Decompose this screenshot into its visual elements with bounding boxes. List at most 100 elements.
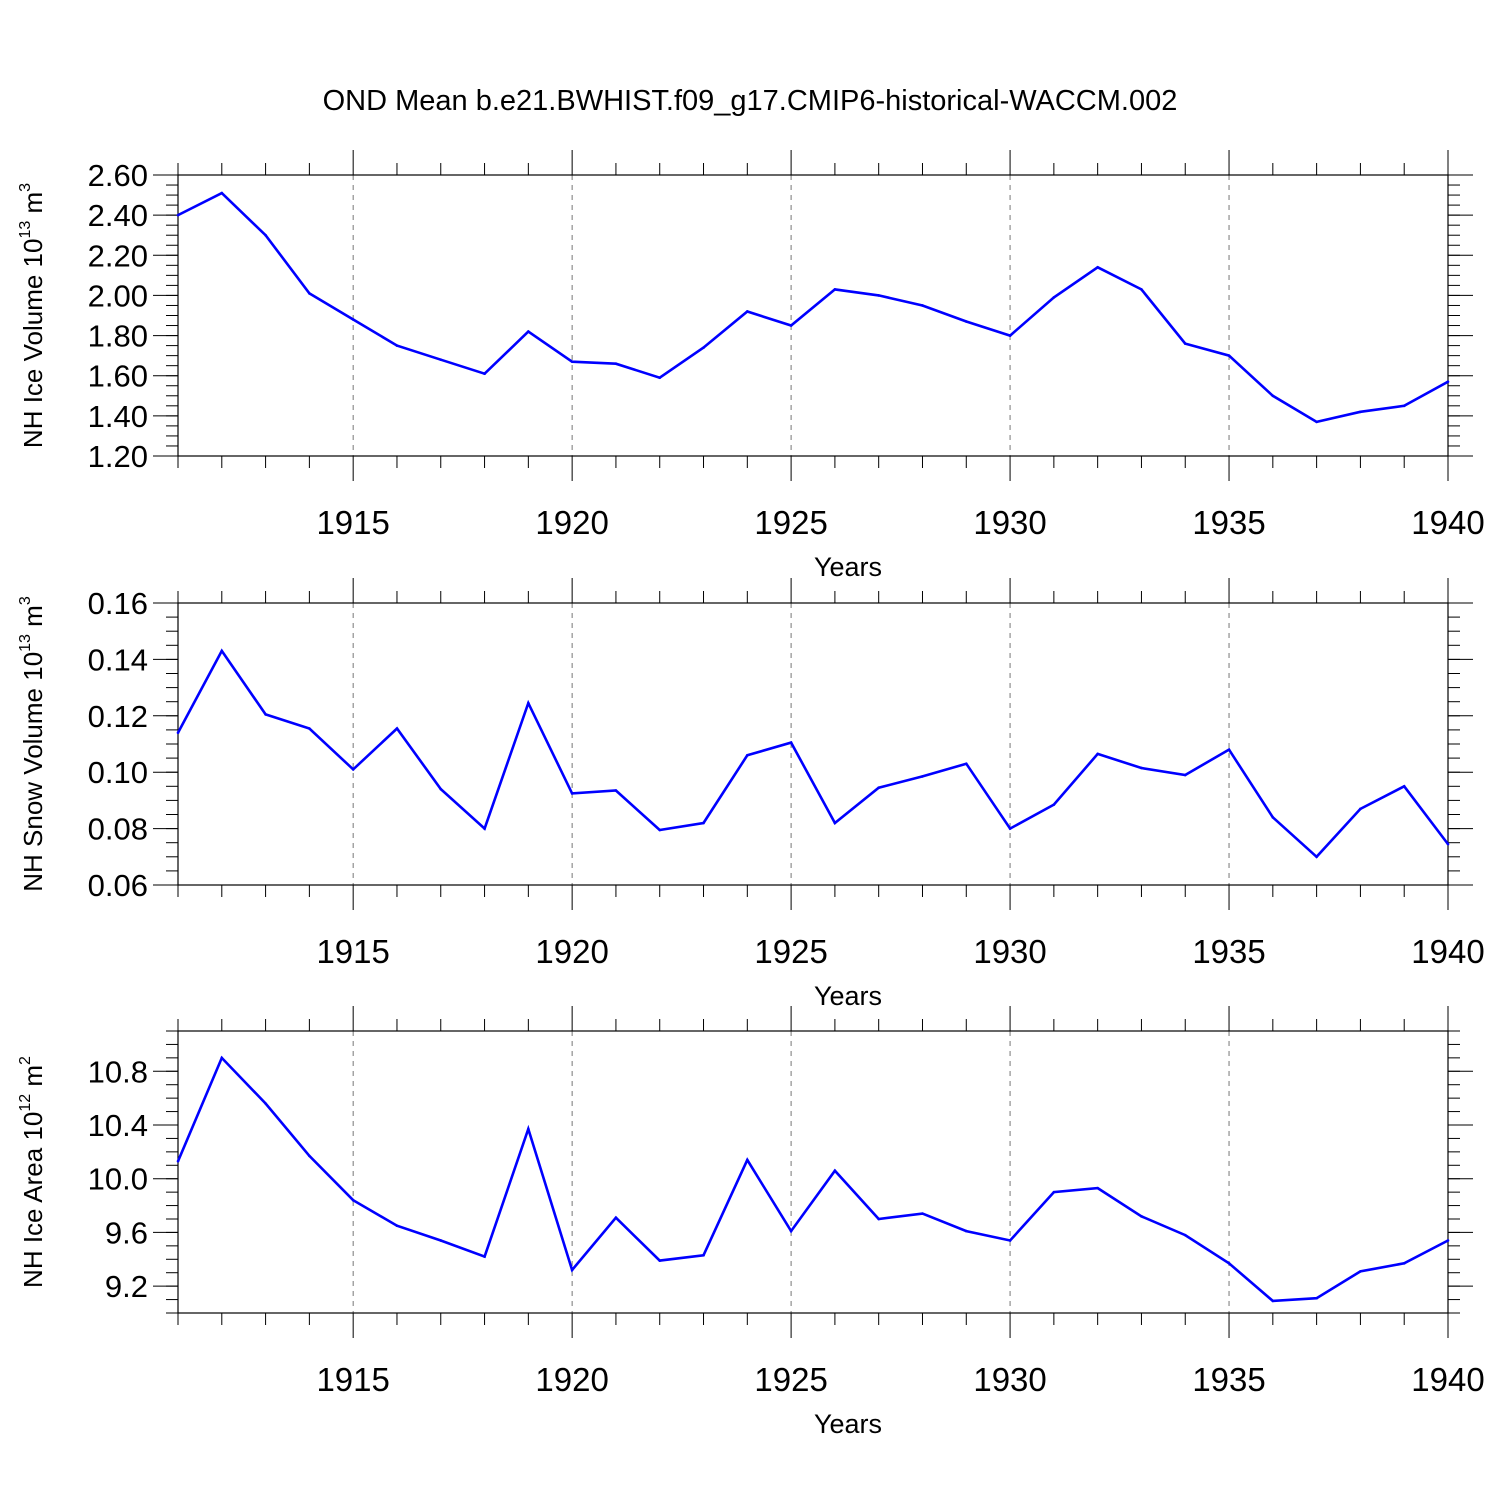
ice-volume-data-point-1932 xyxy=(1096,266,1099,269)
ice-volume-data-point-1940 xyxy=(1446,380,1450,384)
ice-volume-data-point-1922 xyxy=(658,376,662,380)
ice-volume-data-point-1928 xyxy=(921,304,924,307)
ice-volume-panel: 1915 1920 1925 1930 1935 1940 Years 1.20 1.40 1.6… xyxy=(17,150,1485,582)
ice-area-data-point-1921 xyxy=(614,1216,618,1219)
ice-volume-data-point-1915 xyxy=(351,318,355,321)
ice-area-data-point-1923 xyxy=(702,1253,705,1257)
ice-volume-xtick-label-3: 1930 xyxy=(973,504,1046,541)
ice-volume-data-point-1935 xyxy=(1227,354,1231,357)
ice-area-y-axis-label-part-3: 2 xyxy=(17,1056,34,1065)
ice-area-data-point-1929 xyxy=(964,1229,968,1233)
snow-volume-data-point-1929 xyxy=(964,762,968,766)
ice-volume-y-axis-label-part-0: NH Ice Volume 10 xyxy=(18,239,48,449)
ice-volume-data-point-1921 xyxy=(614,362,618,365)
snow-volume-y-axis-label-part-3: 3 xyxy=(17,596,34,605)
ice-volume-ytick-label-5: 2.20 xyxy=(88,238,148,273)
snow-volume-data-point-1936 xyxy=(1271,816,1275,819)
ice-volume-data-point-1926 xyxy=(833,288,837,291)
snow-volume-y-axis-label-part-1: 13 xyxy=(17,634,34,652)
ice-area-data-point-1922 xyxy=(658,1259,662,1262)
ice-volume-data-point-1920 xyxy=(570,360,574,363)
snow-volume-data-point-1924 xyxy=(746,753,749,757)
ice-volume-data-point-1930 xyxy=(1008,334,1012,337)
ice-volume-ytick-label-0: 1.20 xyxy=(88,439,148,474)
ice-volume-data-point-1914 xyxy=(308,292,311,295)
ice-volume-y-axis-label-part-3: 3 xyxy=(17,183,34,192)
ice-volume-ytick-label-6: 2.40 xyxy=(88,198,148,233)
ice-area-ytick-label-1: 9.6 xyxy=(105,1215,148,1250)
ice-area-y-axis-label-part-0: NH Ice Area 10 xyxy=(18,1112,48,1288)
snow-volume-xtick-label-3: 1930 xyxy=(973,933,1046,970)
ice-area-y-axis-label: NH Ice Area 1012 m2 xyxy=(17,1056,48,1288)
snow-volume-data-point-1921 xyxy=(614,789,618,792)
ice-volume-x-axis-label: Years xyxy=(814,552,882,582)
snow-volume-ytick-label-5: 0.16 xyxy=(88,586,148,621)
ice-area-plot-frame xyxy=(177,1030,1449,1314)
ice-volume-data-point-1929 xyxy=(964,320,968,323)
ice-area-ytick-label-0: 9.2 xyxy=(105,1269,148,1304)
ice-volume-data-point-1916 xyxy=(395,344,399,347)
ice-area-data-point-1925 xyxy=(789,1229,793,1233)
ice-volume-data-point-1937 xyxy=(1315,420,1318,424)
snow-volume-y-axis-label: NH Snow Volume 1013 m3 xyxy=(17,596,48,892)
ice-area-data-point-1928 xyxy=(921,1212,924,1215)
ice-area-data-point-1934 xyxy=(1183,1233,1187,1237)
snow-volume-data-point-1927 xyxy=(877,786,880,790)
ice-area-data-point-1917 xyxy=(439,1239,443,1242)
ice-volume-y-axis-label: NH Ice Volume 1013 m3 xyxy=(17,183,48,448)
ice-area-xtick-label-0: 1915 xyxy=(316,1361,389,1398)
ice-volume-ytick-label-2: 1.60 xyxy=(88,359,148,394)
snow-volume-data-point-1937 xyxy=(1315,855,1318,859)
snow-volume-x-axis-label: Years xyxy=(814,981,882,1011)
ice-area-data-point-1915 xyxy=(351,1198,355,1202)
snow-volume-data-point-1939 xyxy=(1402,785,1406,788)
ice-area-xtick-label-2: 1925 xyxy=(754,1361,827,1398)
snow-volume-xtick-label-5: 1940 xyxy=(1411,933,1484,970)
ice-area-panel: 1915 1920 1925 1930 1935 1940 Years 9.2 9.6 10.0 1… xyxy=(17,1006,1485,1439)
ice-area-x-axis-label: Years xyxy=(814,1409,882,1439)
ice-volume-ytick-label-3: 1.80 xyxy=(88,319,148,354)
ice-volume-xtick-label-2: 1925 xyxy=(754,504,827,541)
ice-volume-data-point-1925 xyxy=(789,324,793,327)
ice-area-data-point-1933 xyxy=(1140,1215,1143,1218)
ice-volume-data-point-1927 xyxy=(877,294,880,297)
ice-area-xtick-label-1: 1920 xyxy=(535,1361,608,1398)
snow-volume-ytick-label-3: 0.12 xyxy=(88,699,148,734)
snow-volume-xtick-label-1: 1920 xyxy=(535,933,608,970)
snow-volume-data-point-1912 xyxy=(220,649,224,653)
snow-volume-y-axis-label-part-2: m xyxy=(18,605,48,634)
ice-volume-data-point-1919 xyxy=(527,330,530,333)
ice-volume-data-point-1939 xyxy=(1402,404,1406,408)
ice-area-data-point-1938 xyxy=(1359,1270,1362,1273)
ice-area-data-point-1920 xyxy=(570,1268,574,1272)
snow-volume-ytick-label-0: 0.06 xyxy=(88,868,148,903)
snow-volume-data-point-1915 xyxy=(351,768,355,771)
snow-volume-data-point-1928 xyxy=(921,775,924,778)
snow-volume-data-point-1920 xyxy=(570,792,574,795)
ice-volume-ytick-label-1: 1.40 xyxy=(88,399,148,434)
ice-volume-data-point-1931 xyxy=(1052,296,1056,299)
ice-volume-data-point-1938 xyxy=(1359,410,1362,414)
ice-area-data-point-1935 xyxy=(1227,1262,1231,1265)
ice-area-ytick-label-2: 10.0 xyxy=(88,1162,148,1197)
ice-volume-data-point-1913 xyxy=(264,233,267,237)
ice-volume-data-point-1924 xyxy=(746,310,749,313)
ice-volume-data-point-1936 xyxy=(1271,394,1275,398)
ice-area-series-line xyxy=(176,1055,1449,1303)
snow-volume-panel: 1915 1920 1925 1930 1935 1940 Years 0.06 0.08 0.1… xyxy=(17,578,1485,1011)
snow-volume-xtick-label-2: 1925 xyxy=(754,933,827,970)
snow-volume-ytick-label-2: 0.10 xyxy=(88,755,148,790)
ice-volume-data-point-1912 xyxy=(220,191,224,195)
snow-volume-xtick-label-4: 1935 xyxy=(1192,933,1265,970)
snow-volume-data-point-1933 xyxy=(1140,766,1143,770)
ice-area-data-point-1918 xyxy=(483,1255,486,1258)
snow-volume-data-point-1916 xyxy=(395,727,399,730)
ice-area-data-point-1927 xyxy=(877,1217,880,1221)
ice-volume-data-point-1923 xyxy=(702,346,705,349)
ice-volume-data-point-1911 xyxy=(176,213,180,217)
figure-title: OND Mean b.e21.BWHIST.f09_g17.CMIP6-hist… xyxy=(323,85,1178,117)
ice-area-data-point-1911 xyxy=(176,1159,180,1163)
ice-area-data-point-1912 xyxy=(220,1056,224,1060)
ice-volume-y-axis-label-part-2: m xyxy=(18,192,48,221)
